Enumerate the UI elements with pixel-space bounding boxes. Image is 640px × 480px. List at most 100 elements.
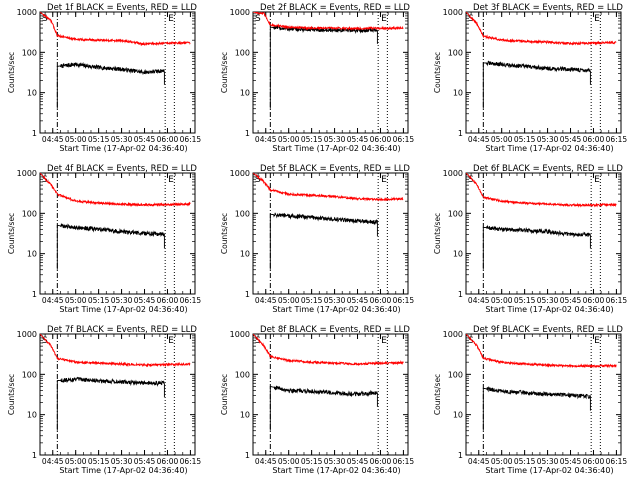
detector-panel-8: Det 8f BLACK = Events, RED = LLD 1 10 100 10… [220, 325, 414, 475]
x-tick-label: 05:45 [560, 457, 582, 466]
x-tick-label: 05:00 [491, 457, 513, 466]
y-tick-label: 10 [27, 89, 37, 98]
x-axis-label: Start Time (17-Apr-02 04:36:40) [59, 466, 187, 475]
x-tick-label: 06:15 [180, 135, 202, 144]
y-axis-label: Counts/sec [433, 213, 442, 254]
x-tick-label: 05:45 [134, 457, 156, 466]
x-tick-label: 04:45 [255, 135, 277, 144]
x-tick-label: 06:15 [180, 296, 202, 305]
lld-series-line [466, 173, 617, 208]
x-tick-label: 04:45 [42, 135, 64, 144]
y-axis-label: Counts/sec [220, 213, 229, 254]
y-axis-label: Counts/sec [433, 374, 442, 415]
end-marker: E [594, 336, 600, 346]
x-tick-label: 05:30 [537, 296, 559, 305]
lld-series-line [40, 173, 191, 208]
x-tick-label: 06:00 [583, 457, 605, 466]
y-tick-label: 1 [245, 129, 250, 138]
start-marker: S [42, 336, 48, 346]
x-axis-label: Start Time (17-Apr-02 04:36:40) [272, 466, 400, 475]
x-tick-label: 05:00 [65, 296, 87, 305]
start-marker: S [42, 175, 48, 185]
x-tick-label: 05:30 [111, 135, 133, 144]
panel-title: Det 2f BLACK = Events, RED = LLD [260, 3, 410, 13]
y-tick-label: 100 [448, 48, 463, 57]
x-tick-label: 05:45 [134, 296, 156, 305]
x-tick-label: 06:00 [157, 296, 179, 305]
y-tick-label: 1000 [17, 8, 37, 17]
y-tick-label: 10 [453, 250, 463, 259]
x-axis-label: Start Time (17-Apr-02 04:36:40) [59, 144, 187, 153]
events-series-line [269, 385, 378, 431]
detector-panel-2: Det 2f BLACK = Events, RED = LLD 1 10 100 10… [220, 3, 414, 153]
y-tick-label: 100 [22, 209, 37, 218]
plot-frame [39, 172, 196, 295]
detector-panel-9: Det 9f BLACK = Events, RED = LLD 1 10 100 10… [433, 325, 627, 475]
y-axis-label: Counts/sec [7, 374, 16, 415]
x-tick-label: 05:15 [514, 296, 536, 305]
plot-frame [465, 333, 622, 456]
events-series-line [482, 224, 591, 270]
y-tick-label: 1000 [443, 8, 463, 17]
x-tick-label: 05:00 [278, 457, 300, 466]
x-tick-label: 04:45 [42, 457, 64, 466]
y-tick-label: 1000 [17, 169, 37, 178]
detector-panel-4: Det 4f BLACK = Events, RED = LLD 1 10 100 10… [7, 164, 201, 314]
y-tick-label: 10 [240, 411, 250, 420]
y-tick-label: 1 [245, 290, 250, 299]
plot-frame [252, 11, 409, 134]
plot-frame [39, 333, 196, 456]
x-tick-label: 06:00 [370, 296, 392, 305]
x-tick-label: 05:15 [301, 457, 323, 466]
x-tick-label: 06:15 [393, 296, 415, 305]
x-axis-label: Start Time (17-Apr-02 04:36:40) [485, 305, 613, 314]
lld-series-line [253, 173, 404, 202]
y-axis-label: Counts/sec [433, 52, 442, 93]
x-tick-label: 05:15 [301, 296, 323, 305]
x-tick-label: 05:30 [537, 135, 559, 144]
y-axis-label: Counts/sec [220, 52, 229, 93]
end-marker: E [381, 14, 387, 24]
y-tick-label: 10 [453, 89, 463, 98]
x-axis-label: Start Time (17-Apr-02 04:36:40) [272, 144, 400, 153]
lld-series-line [466, 334, 617, 369]
y-tick-label: 1000 [17, 330, 37, 339]
x-tick-label: 05:45 [347, 457, 369, 466]
y-tick-label: 10 [240, 250, 250, 259]
panel-title: Det 9f BLACK = Events, RED = LLD [473, 325, 623, 335]
y-axis-label: Counts/sec [7, 213, 16, 254]
y-tick-label: 100 [235, 209, 250, 218]
detector-panel-3: Det 3f BLACK = Events, RED = LLD 1 10 100 10… [433, 3, 627, 153]
panel-title: Det 1f BLACK = Events, RED = LLD [47, 3, 197, 13]
x-tick-label: 05:15 [88, 457, 110, 466]
x-tick-label: 06:00 [583, 135, 605, 144]
x-tick-label: 05:45 [560, 296, 582, 305]
start-marker: S [468, 336, 474, 346]
x-tick-label: 04:45 [255, 296, 277, 305]
panel-title: Det 8f BLACK = Events, RED = LLD [260, 325, 410, 335]
events-series-line [269, 24, 378, 109]
x-tick-label: 05:15 [88, 135, 110, 144]
x-tick-label: 05:30 [537, 457, 559, 466]
lld-series-line [253, 12, 404, 31]
y-tick-label: 100 [22, 48, 37, 57]
y-axis-label: Counts/sec [7, 52, 16, 93]
y-tick-label: 100 [235, 370, 250, 379]
plot-frame [252, 333, 409, 456]
x-tick-label: 05:45 [134, 135, 156, 144]
y-tick-label: 1 [32, 290, 37, 299]
x-tick-label: 05:45 [347, 296, 369, 305]
start-marker: S [255, 175, 261, 185]
x-tick-label: 05:15 [301, 135, 323, 144]
x-tick-label: 05:45 [347, 135, 369, 144]
x-tick-label: 04:45 [42, 296, 64, 305]
y-tick-label: 100 [448, 209, 463, 218]
x-tick-label: 05:00 [491, 135, 513, 144]
events-series-line [56, 61, 165, 109]
lld-series-line [40, 334, 191, 368]
lld-series-line [40, 12, 191, 47]
end-marker: E [594, 175, 600, 185]
y-tick-label: 1000 [230, 330, 250, 339]
x-tick-label: 05:45 [560, 135, 582, 144]
x-tick-label: 06:15 [393, 135, 415, 144]
